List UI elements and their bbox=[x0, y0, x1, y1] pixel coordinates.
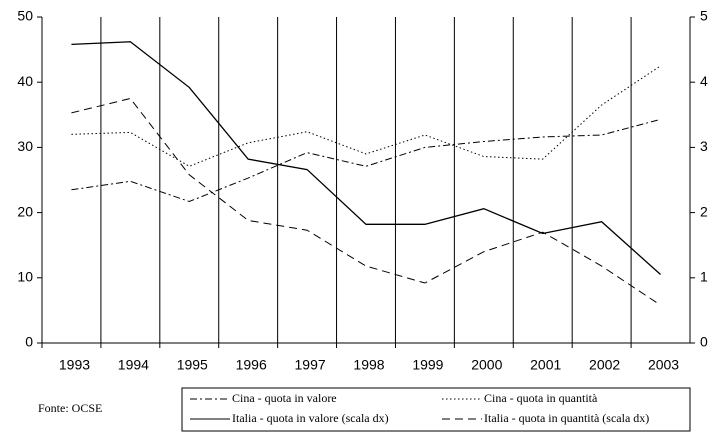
legend-label: Italia - quota in quantità (scala dx) bbox=[484, 411, 649, 425]
y2-tick-label: 4 bbox=[700, 73, 708, 89]
y-tick-label: 20 bbox=[17, 203, 33, 219]
x-tick-label: 1999 bbox=[412, 357, 443, 373]
series-line bbox=[71, 65, 661, 167]
y2-tick-label: 5 bbox=[700, 8, 708, 24]
x-tick-label: 1998 bbox=[353, 357, 384, 373]
x-tick-label: 1994 bbox=[118, 357, 149, 373]
source-note: Fonte: OCSE bbox=[38, 401, 102, 415]
legend-box bbox=[181, 387, 691, 432]
y2-tick-label: 2 bbox=[700, 203, 708, 219]
y2-tick-label: 1 bbox=[700, 269, 708, 285]
y2-tick-label: 3 bbox=[700, 138, 708, 154]
x-tick-label: 2003 bbox=[648, 357, 679, 373]
legend-label: Italia - quota in valore (scala dx) bbox=[232, 411, 389, 425]
y-tick-label: 10 bbox=[17, 269, 33, 285]
x-tick-label: 1996 bbox=[236, 357, 267, 373]
x-tick-label: 1997 bbox=[295, 357, 326, 373]
y-tick-label: 50 bbox=[17, 8, 33, 24]
y2-tick-label: 0 bbox=[700, 334, 708, 350]
y-tick-label: 40 bbox=[17, 73, 33, 89]
series-line bbox=[71, 118, 661, 203]
series-line bbox=[71, 97, 661, 306]
x-tick-label: 1995 bbox=[177, 357, 208, 373]
legend-label: Cina - quota in quantità bbox=[484, 391, 598, 405]
x-tick-label: 2001 bbox=[530, 357, 561, 373]
x-tick-label: 1993 bbox=[59, 357, 90, 373]
legend-label: Cina - quota in valore bbox=[232, 391, 337, 405]
x-tick-label: 2002 bbox=[589, 357, 620, 373]
x-tick-label: 2000 bbox=[471, 357, 502, 373]
series-line bbox=[71, 41, 661, 276]
y-tick-label: 0 bbox=[25, 334, 33, 350]
y-tick-label: 30 bbox=[17, 138, 33, 154]
